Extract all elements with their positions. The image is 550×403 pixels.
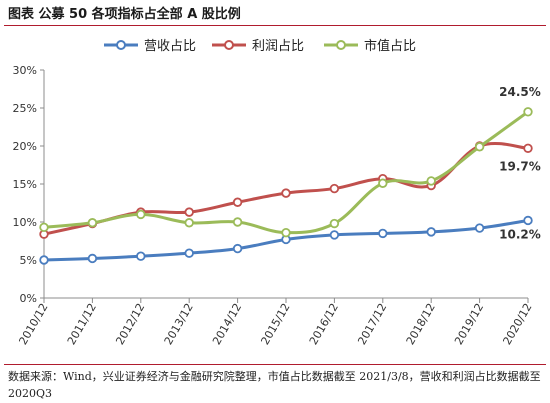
- data-point: [136, 209, 146, 220]
- footer-divider: [4, 364, 546, 365]
- legend-marker: [116, 40, 126, 50]
- x-tick-label: 2018/12: [404, 301, 438, 347]
- data-point: [426, 176, 436, 186]
- data-point: [329, 183, 340, 194]
- data-point: [329, 230, 340, 240]
- legend-label: 利润占比: [252, 39, 304, 54]
- data-point: [474, 142, 485, 152]
- x-tick-label: 2016/12: [307, 301, 341, 347]
- chart-header: 图表 公募 50 各项指标占全部 A 股比例: [0, 0, 550, 26]
- data-point: [281, 227, 291, 238]
- data-point: [87, 218, 98, 228]
- legend-label: 市值占比: [364, 38, 416, 54]
- x-tick-label: 2017/12: [355, 301, 389, 347]
- y-tick-label: 25%: [13, 102, 37, 115]
- y-tick-label: 20%: [13, 140, 37, 153]
- end-value-label: 24.5%: [499, 85, 541, 99]
- data-point: [232, 217, 243, 227]
- data-point: [184, 218, 194, 228]
- legend: 营收占比 利润占比 市值占比: [104, 38, 416, 54]
- x-tick-label: 2014/12: [210, 301, 244, 347]
- data-point: [184, 207, 194, 217]
- x-tick-label: 2013/12: [162, 301, 196, 347]
- y-tick-label: 30%: [13, 64, 37, 77]
- end-value-label: 10.2%: [499, 227, 541, 241]
- line-chart: 营收占比 利润占比 市值占比 0% 5% 10% 15% 20% 25% 30% 2010/12 2…: [13, 38, 541, 347]
- data-point: [232, 197, 243, 207]
- data-point: [523, 143, 533, 153]
- data-point: [523, 215, 533, 226]
- y-tick-label: 10%: [13, 216, 37, 229]
- legend-label: 营收占比: [144, 39, 196, 54]
- chart-caption: 图表 公募 50 各项指标占全部 A 股比例: [8, 7, 241, 22]
- data-point: [39, 222, 49, 233]
- x-tick-label: 2015/12: [258, 301, 292, 347]
- x-tick-label: 2012/12: [113, 301, 147, 347]
- chart-area: 营收占比 利润占比 市值占比 0% 5% 10% 15% 20% 25% 30% 2010/12 2…: [0, 28, 550, 363]
- data-point: [523, 107, 533, 117]
- source-note: 数据来源：Wind，兴业证券经济与金融研究院整理，市值占比数据截至 2021/3…: [8, 370, 541, 400]
- data-point: [184, 248, 194, 258]
- series-layer: [39, 107, 533, 265]
- data-point: [426, 227, 436, 237]
- data-point: [232, 243, 243, 254]
- x-tick-label: 2020/12: [500, 301, 534, 347]
- end-labels: 10.2% 19.7% 24.5%: [499, 85, 541, 242]
- axes: 0% 5% 10% 15% 20% 25% 30% 2010/12 2011/12 2012/12…: [13, 64, 535, 347]
- end-value-label: 19.7%: [499, 159, 541, 173]
- data-point: [378, 178, 388, 188]
- data-point: [136, 251, 146, 261]
- data-point: [87, 253, 98, 264]
- data-point: [474, 223, 485, 233]
- data-point: [329, 218, 340, 229]
- legend-marker: [336, 40, 346, 50]
- data-point: [378, 228, 388, 239]
- data-point: [281, 188, 291, 198]
- y-tick-label: 0%: [20, 292, 37, 305]
- legend-marker: [224, 40, 234, 50]
- y-tick-label: 5%: [20, 254, 37, 267]
- x-tick-label: 2019/12: [452, 301, 486, 347]
- header-divider: [4, 25, 546, 26]
- data-point: [39, 255, 49, 265]
- x-tick-label: 2010/12: [16, 301, 50, 347]
- x-tick-label: 2011/12: [65, 301, 99, 347]
- y-tick-label: 15%: [13, 178, 37, 191]
- series-line: [42, 110, 530, 235]
